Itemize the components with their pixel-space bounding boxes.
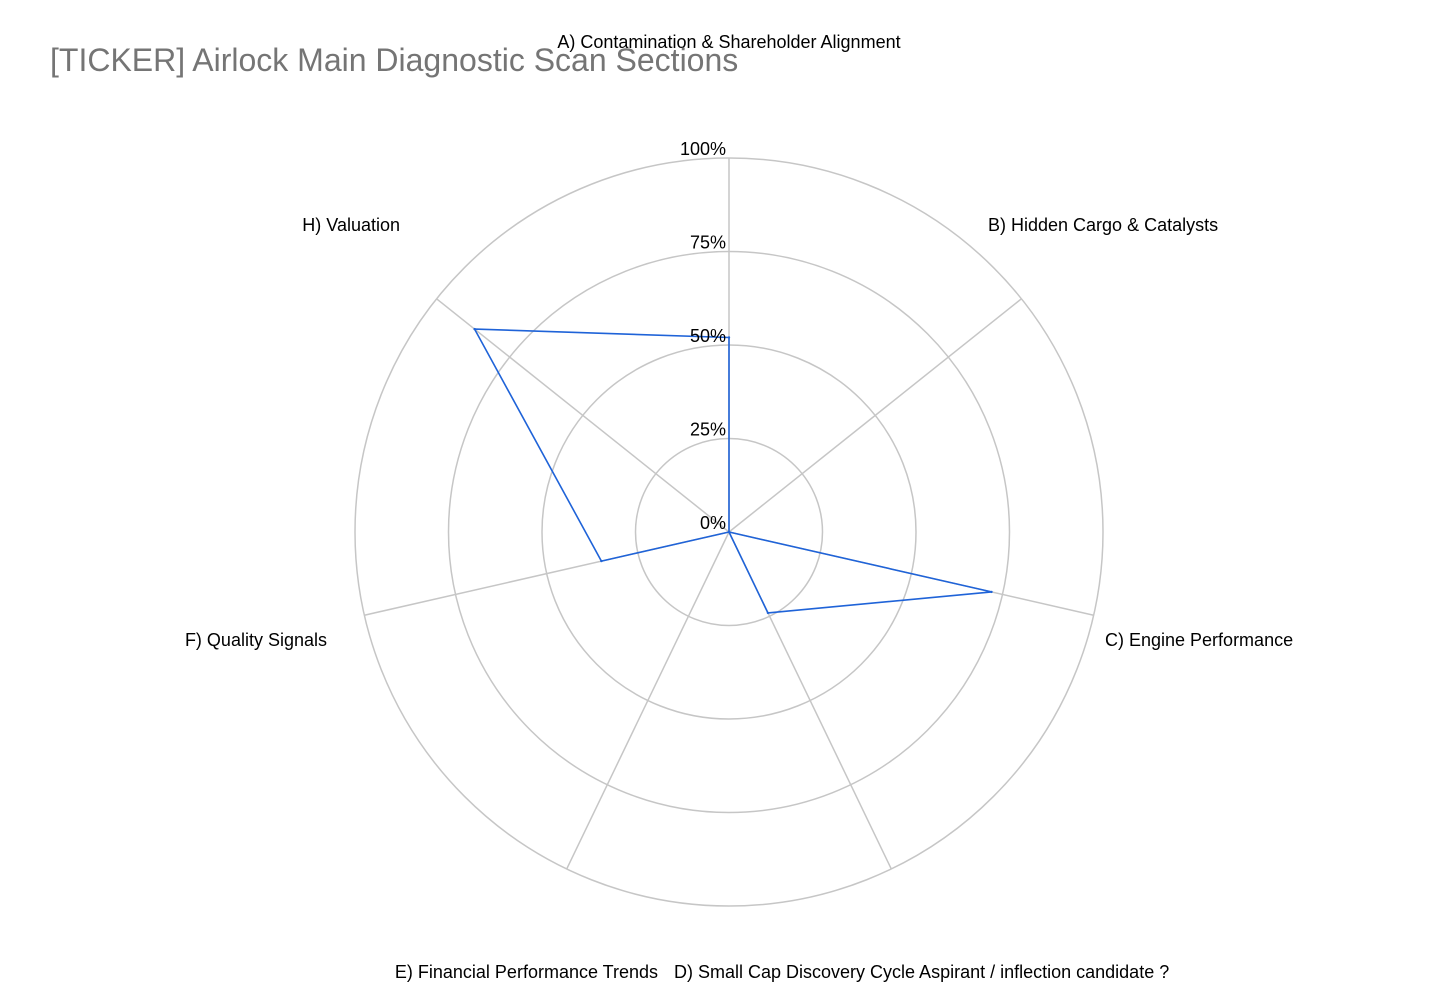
category-label: D) Small Cap Discovery Cycle Aspirant / … [674, 962, 1169, 982]
category-label: E) Financial Performance Trends [395, 962, 658, 982]
data-point [727, 336, 731, 339]
data-point [600, 559, 603, 563]
category-label: B) Hidden Cargo & Catalysts [988, 215, 1218, 235]
tick-label: 100% [680, 139, 726, 159]
tick-label: 50% [690, 326, 726, 346]
data-point [727, 530, 731, 534]
category-label: C) Engine Performance [1105, 630, 1293, 650]
category-label: F) Quality Signals [185, 630, 327, 650]
tick-label: 25% [690, 420, 726, 440]
tick-label: 75% [690, 233, 726, 253]
grid-spoke [566, 531, 730, 870]
data-point [766, 611, 770, 615]
tick-label: 0% [700, 513, 726, 533]
data-point [990, 590, 993, 594]
data-point [473, 327, 476, 331]
category-label: H) Valuation [302, 215, 400, 235]
grid-spoke [436, 298, 730, 533]
series-line [473, 328, 993, 614]
chart-title: [TICKER] Airlock Main Diagnostic Scan Se… [50, 42, 739, 78]
grid-spoke [728, 298, 1022, 533]
category-label: A) Contamination & Shareholder Alignment [557, 32, 900, 52]
